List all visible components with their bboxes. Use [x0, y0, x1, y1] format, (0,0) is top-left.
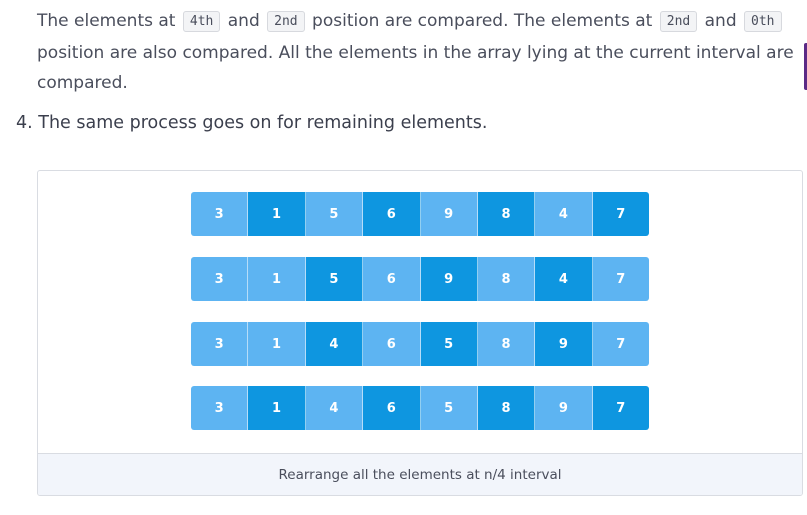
edge-accent-bar: [804, 43, 807, 90]
array-cell: 8: [477, 322, 536, 366]
array-cell: 5: [305, 192, 364, 236]
array-cell: 4: [535, 192, 593, 236]
array-cell: 6: [363, 192, 421, 236]
array-cell: 3: [191, 192, 249, 236]
array-cell: 1: [248, 257, 306, 301]
array-cell: 1: [248, 386, 306, 430]
para-text-3: position are compared. The elements at: [312, 11, 653, 31]
array-cell: 4: [535, 257, 593, 301]
array-cell: 9: [535, 322, 593, 366]
code-0th: 0th: [744, 11, 782, 32]
para-text-4: and: [704, 11, 737, 31]
array-cell: 6: [363, 257, 421, 301]
array-row: 3 1 5 6 9 8 4 7: [191, 192, 649, 236]
array-cell: 3: [191, 322, 249, 366]
code-4th: 4th: [182, 11, 221, 32]
step-4-text: 4. The same process goes on for remainin…: [16, 113, 488, 133]
shell-sort-figure: 3 1 5 6 9 8 4 7 3 1 5 6 9 8 4 7 3 1 4 6 …: [37, 170, 803, 496]
code-2nd: 2nd: [267, 11, 305, 32]
array-cell: 5: [305, 257, 364, 301]
array-cell: 4: [305, 386, 364, 430]
para-text-2: and: [227, 11, 260, 31]
array-row: 3 1 5 6 9 8 4 7: [191, 257, 649, 301]
array-cell: 7: [592, 386, 649, 430]
array-cell: 7: [592, 322, 649, 366]
array-cell: 8: [477, 386, 536, 430]
array-row: 3 1 4 6 5 8 9 7: [191, 386, 649, 430]
figure-caption-text: Rearrange all the elements at n/4 interv…: [278, 466, 562, 483]
array-cell: 6: [363, 386, 421, 430]
array-row: 3 1 4 6 5 8 9 7: [191, 322, 649, 366]
array-cell: 5: [420, 322, 478, 366]
array-cell: 6: [363, 322, 421, 366]
array-cell: 4: [305, 322, 364, 366]
description-paragraph: The elements at 4th and 2nd position are…: [37, 6, 797, 98]
para-text-1: The elements at: [37, 11, 176, 31]
array-cell: 3: [191, 257, 249, 301]
array-cell: 5: [420, 386, 478, 430]
array-cell: 7: [592, 192, 649, 236]
array-cell: 1: [248, 322, 306, 366]
para-text-5: position are also compared. All the elem…: [37, 43, 794, 93]
array-cell: 8: [477, 257, 536, 301]
array-cell: 9: [420, 257, 478, 301]
code-2nd-second: 2nd: [659, 11, 698, 32]
array-cell: 3: [191, 386, 249, 430]
array-cell: 9: [535, 386, 593, 430]
array-cell: 9: [420, 192, 478, 236]
array-cell: 1: [248, 192, 306, 236]
figure-caption: Rearrange all the elements at n/4 interv…: [38, 453, 802, 495]
array-cell: 7: [592, 257, 649, 301]
array-cell: 8: [477, 192, 536, 236]
